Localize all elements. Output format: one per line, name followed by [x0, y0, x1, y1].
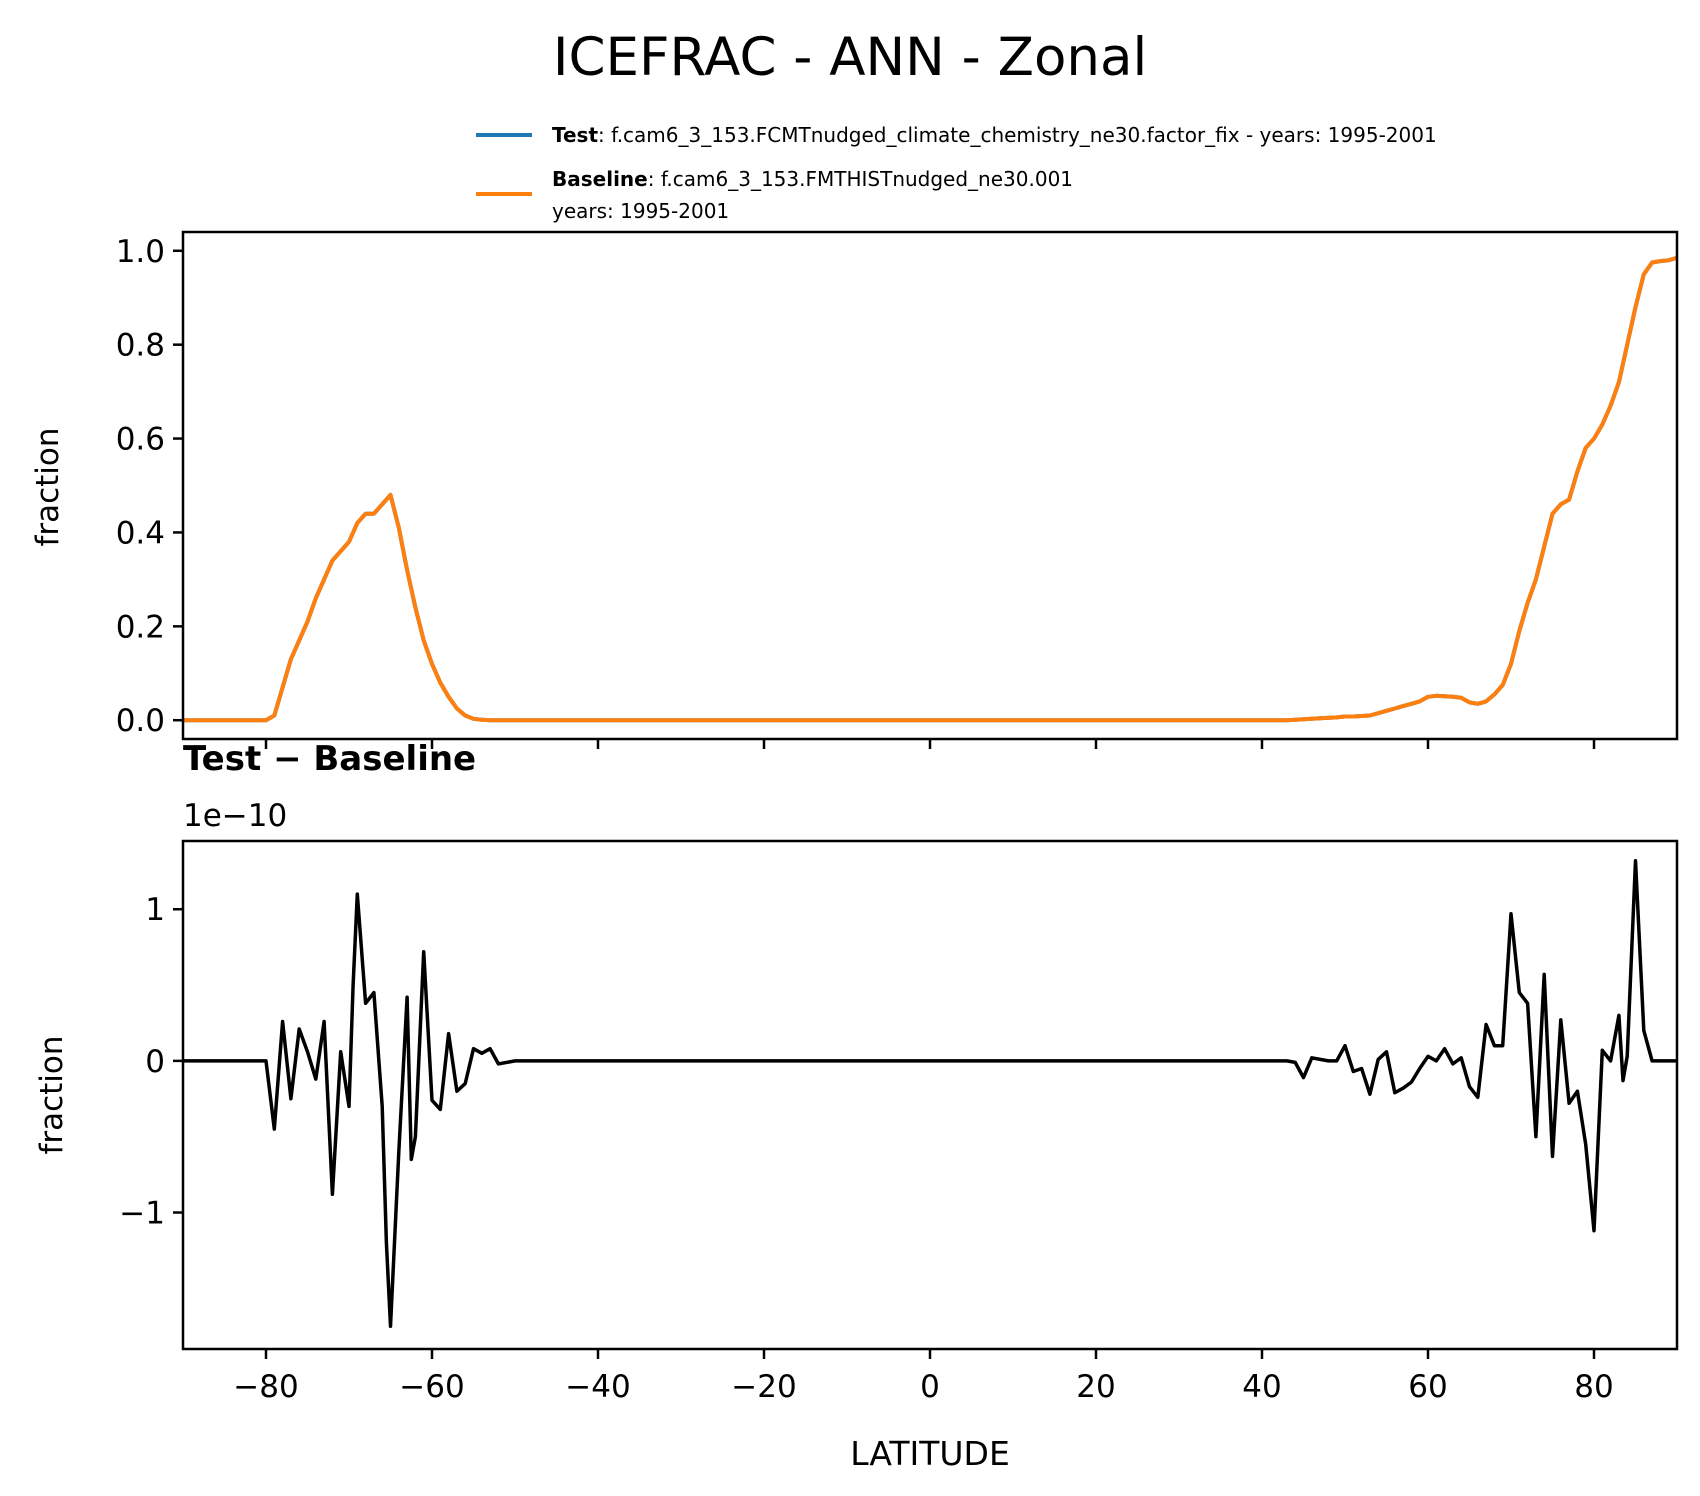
- top-xticks: [264, 739, 1596, 749]
- x-tick-label-3: −20: [731, 1369, 796, 1405]
- y-tick-label-1-1: 0: [145, 1044, 165, 1080]
- legend: Test: f.cam6_3_153.FCMTnudged_climate_ch…: [476, 123, 1437, 223]
- y-tick-label-0-2: 0.4: [116, 515, 165, 551]
- y-tick-label-1-2: 1: [145, 892, 165, 928]
- legend-baseline-text: : f.cam6_3_153.FMTHISTnudged_ne30.001: [648, 167, 1073, 191]
- top-panel: 0.0 0.2 0.4 0.6 0.8 1.0 fraction: [30, 230, 1679, 749]
- bottom-offset-label: 1e−10: [183, 798, 287, 834]
- legend-test-bold: Test: [552, 123, 598, 147]
- x-tick-label-7: 60: [1408, 1369, 1447, 1405]
- x-tick-label-2: −40: [565, 1369, 630, 1405]
- legend-baseline-text2: years: 1995-2001: [552, 199, 729, 223]
- bottom-xticks: −80 −60 −40 −20 0 20 40 60 80: [233, 1349, 1614, 1405]
- bottom-panel: Test − Baseline 1e−10 −80 −60 −40 −20 0 20 40 6…: [34, 739, 1679, 1473]
- y-tick-label-0-4: 0.8: [116, 328, 165, 364]
- top-yticks: 0.0 0.2 0.4 0.6 0.8 1.0: [116, 234, 183, 739]
- bottom-title: Test − Baseline: [183, 739, 476, 779]
- y-tick-label-0-0: 0.0: [116, 703, 165, 739]
- figure-title: ICEFRAC - ANN - Zonal: [553, 27, 1147, 88]
- legend-baseline-label: Baseline: f.cam6_3_153.FMTHISTnudged_ne3…: [552, 167, 1073, 191]
- x-tick-label-4: 0: [920, 1369, 940, 1405]
- top-ylabel: fraction: [30, 427, 66, 546]
- legend-baseline-bold: Baseline: [552, 167, 648, 191]
- x-tick-label-0: −80: [233, 1369, 298, 1405]
- y-tick-label-1-0: −1: [119, 1196, 165, 1232]
- x-tick-label-5: 20: [1076, 1369, 1115, 1405]
- y-tick-label-0-5: 1.0: [116, 234, 165, 270]
- legend-test-label: Test: f.cam6_3_153.FCMTnudged_climate_ch…: [552, 123, 1437, 147]
- y-tick-label-0-1: 0.2: [116, 609, 165, 645]
- x-tick-label-1: −60: [399, 1369, 464, 1405]
- bottom-yticks: −1 0 1: [119, 892, 183, 1232]
- y-tick-label-0-3: 0.6: [116, 422, 165, 458]
- x-tick-label-8: 80: [1574, 1369, 1613, 1405]
- top-series-group: [183, 255, 1678, 723]
- legend-test-text: : f.cam6_3_153.FCMTnudged_climate_chemis…: [598, 123, 1437, 147]
- x-tick-label-6: 40: [1242, 1369, 1281, 1405]
- bottom-series-group: [183, 858, 1677, 1329]
- bottom-ylabel: fraction: [34, 1035, 70, 1154]
- series-line-0-1: [183, 255, 1678, 723]
- bottom-xlabel: LATITUDE: [850, 1434, 1010, 1473]
- series-line-1-0: [183, 858, 1677, 1329]
